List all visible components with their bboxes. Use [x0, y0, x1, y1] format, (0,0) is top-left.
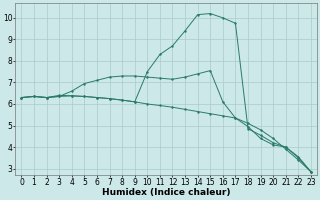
- X-axis label: Humidex (Indice chaleur): Humidex (Indice chaleur): [102, 188, 230, 197]
